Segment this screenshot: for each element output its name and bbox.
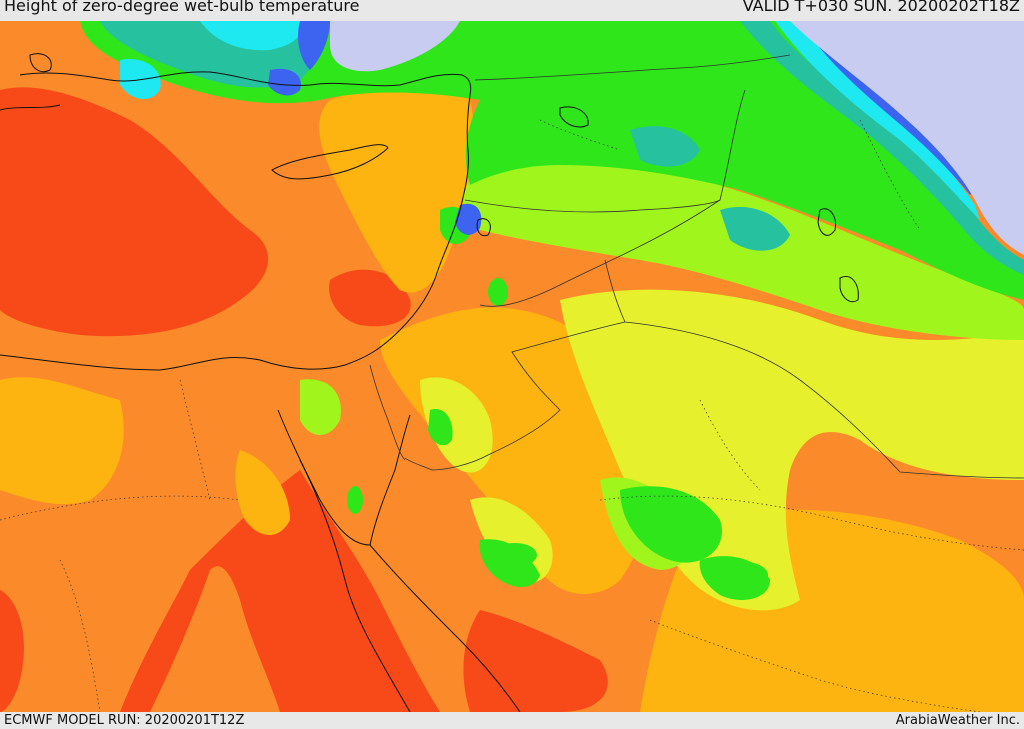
internal-borders [0,119,1024,712]
field-green [80,21,1024,600]
borders [369,54,1024,479]
map-title: Height of zero-degree wet-bulb temperatu… [4,0,360,15]
field-lavender [330,21,1024,255]
map-canvas [0,21,1024,712]
valid-time: VALID T+030 SUN. 20200202T18Z [742,0,1020,15]
model-run: ECMWF MODEL RUN: 20200201T12Z [4,713,245,728]
map-footer: ECMWF MODEL RUN: 20200201T12Z ArabiaWeat… [0,712,1024,729]
forecast-map [0,21,1024,712]
credit-text: ArabiaWeather Inc. [895,713,1020,728]
coastlines [0,53,859,712]
field-cyan [120,21,980,220]
map-header: Height of zero-degree wet-bulb temperatu… [0,0,1024,21]
field-green-south [347,278,768,589]
field-deep-red [0,87,608,712]
